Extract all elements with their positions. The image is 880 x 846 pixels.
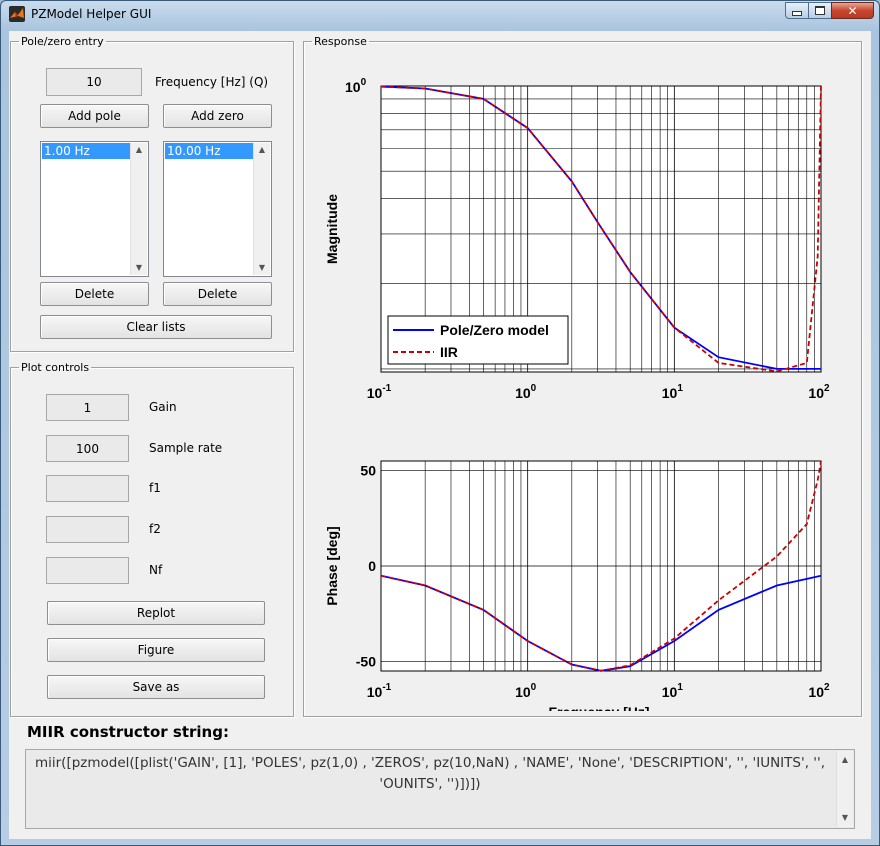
scroll-down-icon[interactable]: ▼ bbox=[135, 263, 143, 272]
x-tick-label: 102 bbox=[808, 383, 830, 401]
title-bar[interactable]: PZModel Helper GUI ✕ bbox=[1, 1, 879, 27]
series-line bbox=[380, 460, 822, 672]
f1-input[interactable] bbox=[46, 475, 129, 502]
y-axis-label: Phase [deg] bbox=[324, 526, 340, 605]
scroll-up-icon[interactable]: ▲ bbox=[135, 145, 143, 154]
pole-zero-entry-legend: Pole/zero entry bbox=[21, 35, 104, 48]
minimize-icon bbox=[792, 11, 802, 16]
gain-input[interactable]: 1 bbox=[46, 394, 129, 421]
close-button[interactable]: ✕ bbox=[831, 2, 874, 19]
scrollbar[interactable]: ▲ ▼ bbox=[836, 751, 853, 827]
y-tick-label: 100 bbox=[345, 77, 367, 95]
maximize-button[interactable] bbox=[808, 2, 832, 19]
list-item[interactable]: 1.00 Hz bbox=[42, 143, 130, 159]
miir-heading: MIIR constructor string: bbox=[27, 723, 229, 741]
scroll-down-icon[interactable]: ▼ bbox=[258, 263, 266, 272]
clear-lists-button[interactable]: Clear lists bbox=[40, 315, 272, 339]
x-tick-label: 102 bbox=[808, 682, 830, 700]
scrollbar[interactable]: ▲ ▼ bbox=[253, 143, 270, 275]
x-tick-label: 101 bbox=[662, 383, 684, 401]
y-tick-label: 0 bbox=[368, 558, 376, 574]
nf-input[interactable] bbox=[46, 557, 129, 584]
magnitude-axes: 10-1 100 101 102 100 Magnitude Pole/Zero model… bbox=[324, 77, 830, 401]
miir-string-textbox[interactable]: miir([pzmodel([plist('GAIN', [1], 'POLES… bbox=[25, 749, 855, 829]
x-tick-label: 101 bbox=[662, 682, 684, 700]
x-axis-label: Frequency [Hz] bbox=[548, 704, 649, 711]
scroll-down-icon[interactable]: ▼ bbox=[841, 813, 849, 822]
f2-input[interactable] bbox=[46, 516, 129, 543]
response-panel: Response bbox=[303, 35, 862, 717]
delete-zero-button[interactable]: Delete bbox=[163, 282, 272, 306]
zeros-listbox[interactable]: 10.00 Hz ▲ ▼ bbox=[163, 141, 272, 277]
figure-button[interactable]: Figure bbox=[47, 638, 265, 662]
close-icon: ✕ bbox=[847, 3, 858, 18]
plot-controls-legend: Plot controls bbox=[21, 361, 90, 374]
scroll-up-icon[interactable]: ▲ bbox=[258, 145, 266, 154]
add-pole-button[interactable]: Add pole bbox=[40, 104, 149, 128]
plot-controls-panel: Plot controls bbox=[10, 361, 294, 717]
chart-legend bbox=[387, 315, 569, 365]
response-legend: Response bbox=[314, 35, 367, 48]
pole-zero-entry-panel: Pole/zero entry bbox=[10, 35, 294, 352]
frequency-input[interactable]: 10 bbox=[46, 68, 142, 96]
nf-label: Nf bbox=[149, 563, 163, 577]
poles-listbox[interactable]: 1.00 Hz ▲ ▼ bbox=[40, 141, 149, 277]
add-zero-button[interactable]: Add zero bbox=[163, 104, 272, 128]
y-axis-label: Magnitude bbox=[324, 194, 340, 264]
minimize-button[interactable] bbox=[785, 2, 809, 19]
legend-label: IIR bbox=[440, 344, 458, 360]
x-tick-label: 10-1 bbox=[367, 383, 392, 401]
frequency-label: Frequency [Hz] (Q) bbox=[155, 75, 269, 89]
response-plots: 10-1 100 101 102 100 Magnitude Pole/Zero model… bbox=[324, 77, 830, 711]
gain-label: Gain bbox=[149, 400, 177, 414]
miir-string: miir([pzmodel([plist('GAIN', [1], 'POLES… bbox=[34, 755, 825, 792]
window-title: PZModel Helper GUI bbox=[31, 7, 152, 21]
sample-rate-input[interactable]: 100 bbox=[46, 435, 129, 462]
y-tick-label: 50 bbox=[360, 463, 376, 479]
save-as-button[interactable]: Save as bbox=[47, 675, 265, 699]
scroll-up-icon[interactable]: ▲ bbox=[841, 755, 849, 764]
client-area: Pole/zero entry 10 Frequency [Hz] (Q) Ad… bbox=[9, 31, 871, 839]
x-tick-label: 10-1 bbox=[367, 682, 392, 700]
y-tick-label: -50 bbox=[356, 653, 376, 669]
list-item[interactable]: 10.00 Hz bbox=[165, 143, 253, 159]
f2-label: f2 bbox=[149, 522, 161, 536]
sample-rate-label: Sample rate bbox=[149, 441, 223, 455]
legend-label: Pole/Zero model bbox=[440, 322, 549, 338]
delete-pole-button[interactable]: Delete bbox=[40, 282, 149, 306]
replot-button[interactable]: Replot bbox=[47, 601, 265, 625]
f1-label: f1 bbox=[149, 481, 161, 495]
x-tick-label: 100 bbox=[515, 682, 537, 700]
phase-axes: 10-1 100 101 102 50 0 -50 Phase [deg] Frequency … bbox=[324, 460, 830, 711]
maximize-icon bbox=[815, 6, 825, 15]
x-tick-label: 100 bbox=[515, 383, 537, 401]
scrollbar[interactable]: ▲ ▼ bbox=[130, 143, 147, 275]
matlab-icon bbox=[9, 6, 25, 22]
